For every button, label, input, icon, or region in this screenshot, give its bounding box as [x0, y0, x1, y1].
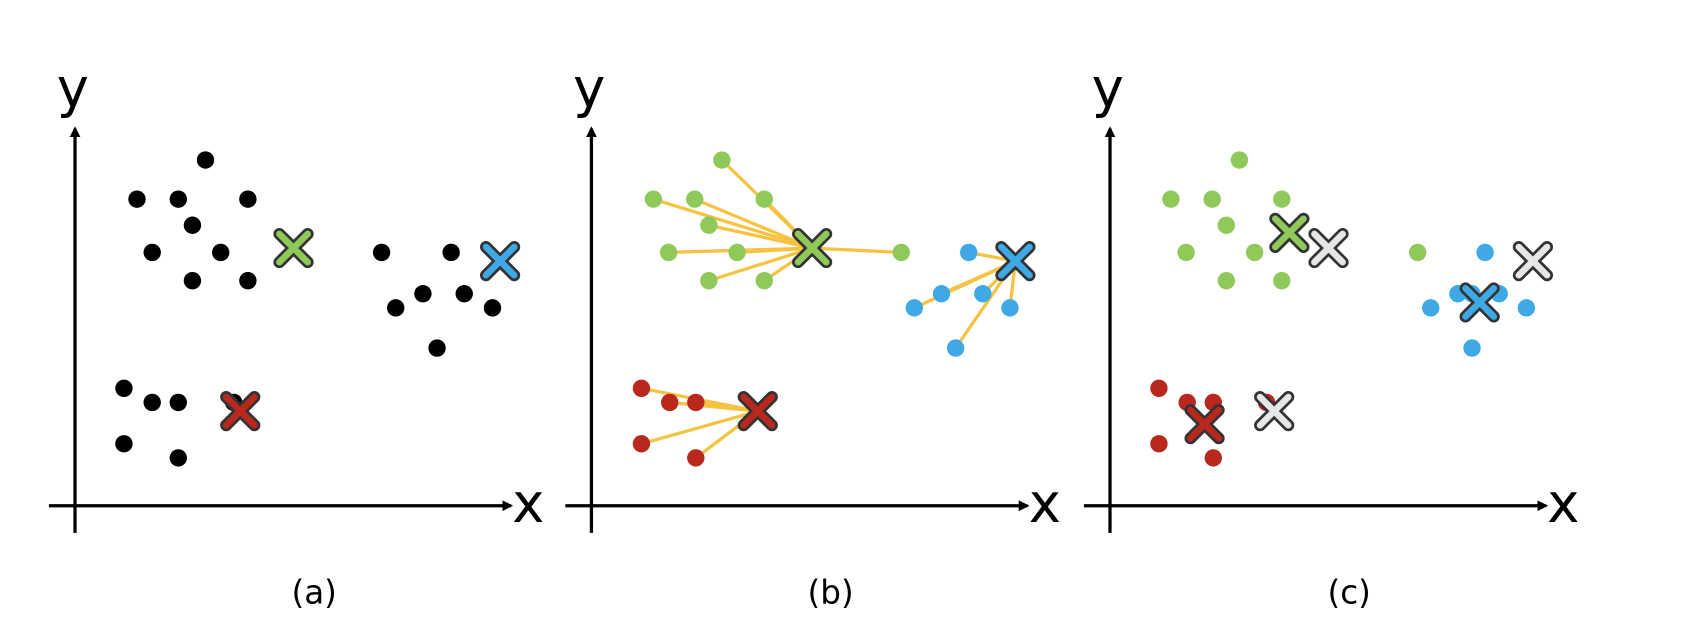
data-point [659, 243, 678, 262]
data-point [700, 216, 718, 234]
centroid [1271, 215, 1307, 251]
data-point [387, 299, 405, 317]
centroid [1311, 230, 1346, 266]
data-point [169, 449, 187, 467]
data-point [372, 243, 391, 262]
data-point [755, 271, 773, 290]
data-point [687, 393, 705, 412]
data-point [169, 190, 187, 208]
data-point [700, 271, 718, 290]
data-point [128, 190, 146, 208]
data-point [169, 393, 187, 412]
centroid [794, 230, 830, 266]
data-point [115, 435, 133, 453]
centroid [1256, 393, 1292, 429]
data-point [1476, 243, 1494, 262]
data-point [632, 435, 651, 453]
data-point [1162, 190, 1180, 208]
data-point [1217, 216, 1236, 234]
assignment-line [737, 246, 813, 255]
data-point [892, 243, 910, 262]
caption: (a) [291, 574, 336, 612]
data-point [1273, 271, 1291, 290]
data-point [932, 285, 951, 303]
assignment-line [708, 223, 813, 250]
x-axis-label: x [512, 472, 544, 535]
assignment-line [694, 197, 813, 250]
x-axis-label: x [1547, 472, 1579, 535]
data-point [632, 379, 651, 398]
panel: y x (b) [565, 57, 1061, 612]
data-point [1203, 190, 1221, 208]
data-point [183, 271, 202, 290]
centroid [1515, 243, 1551, 279]
data-point [1150, 379, 1168, 398]
data-point [644, 190, 663, 208]
assignment-line [708, 246, 813, 283]
data-point [959, 243, 978, 262]
data-point [143, 243, 161, 262]
data-point [1422, 299, 1440, 317]
data-point [428, 339, 446, 357]
data-point [1230, 151, 1249, 169]
data-point [755, 190, 773, 208]
caption: (c) [1328, 574, 1371, 612]
data-point [1245, 243, 1264, 262]
data-point [1217, 271, 1236, 290]
data-point [1408, 243, 1427, 262]
assignment-line [695, 400, 758, 413]
data-point [974, 285, 992, 303]
data-point [414, 285, 432, 303]
data-point [143, 393, 161, 412]
centroid [482, 243, 518, 279]
x-axis-label: x [1029, 472, 1061, 535]
data-point [1463, 339, 1481, 357]
centroid [740, 393, 776, 429]
centroid [1462, 285, 1498, 320]
data-point [183, 216, 202, 234]
y-axis-label: y [573, 57, 605, 120]
assignment-line [913, 259, 1017, 310]
data-point [212, 243, 230, 262]
centroid [998, 243, 1033, 279]
data-point [442, 243, 460, 262]
data-point [1001, 299, 1019, 317]
data-point [239, 190, 257, 208]
data-point [1517, 299, 1536, 317]
data-point [455, 285, 473, 303]
data-point [1150, 435, 1168, 453]
assignment-line [652, 197, 813, 250]
data-point [687, 449, 705, 467]
data-point [946, 339, 965, 357]
data-point [686, 190, 704, 208]
caption: (b) [808, 574, 854, 612]
data-point [1204, 449, 1222, 467]
y-axis-label: y [57, 57, 89, 120]
assignment-line [640, 409, 759, 446]
centroid [222, 393, 258, 429]
data-point [905, 299, 924, 317]
data-point [1177, 243, 1195, 262]
panel: y x (c) [1083, 57, 1579, 612]
data-point [115, 379, 133, 398]
assignment-line [812, 246, 902, 255]
data-point [1273, 190, 1291, 208]
data-point [661, 393, 679, 412]
data-point [196, 151, 215, 169]
data-point [483, 299, 502, 317]
centroid [1187, 406, 1222, 442]
centroid [276, 230, 311, 266]
data-point [728, 243, 746, 262]
panel: y x (a) [48, 57, 544, 612]
data-point [239, 271, 257, 290]
data-point [713, 151, 731, 169]
y-axis-label: y [1092, 57, 1124, 120]
